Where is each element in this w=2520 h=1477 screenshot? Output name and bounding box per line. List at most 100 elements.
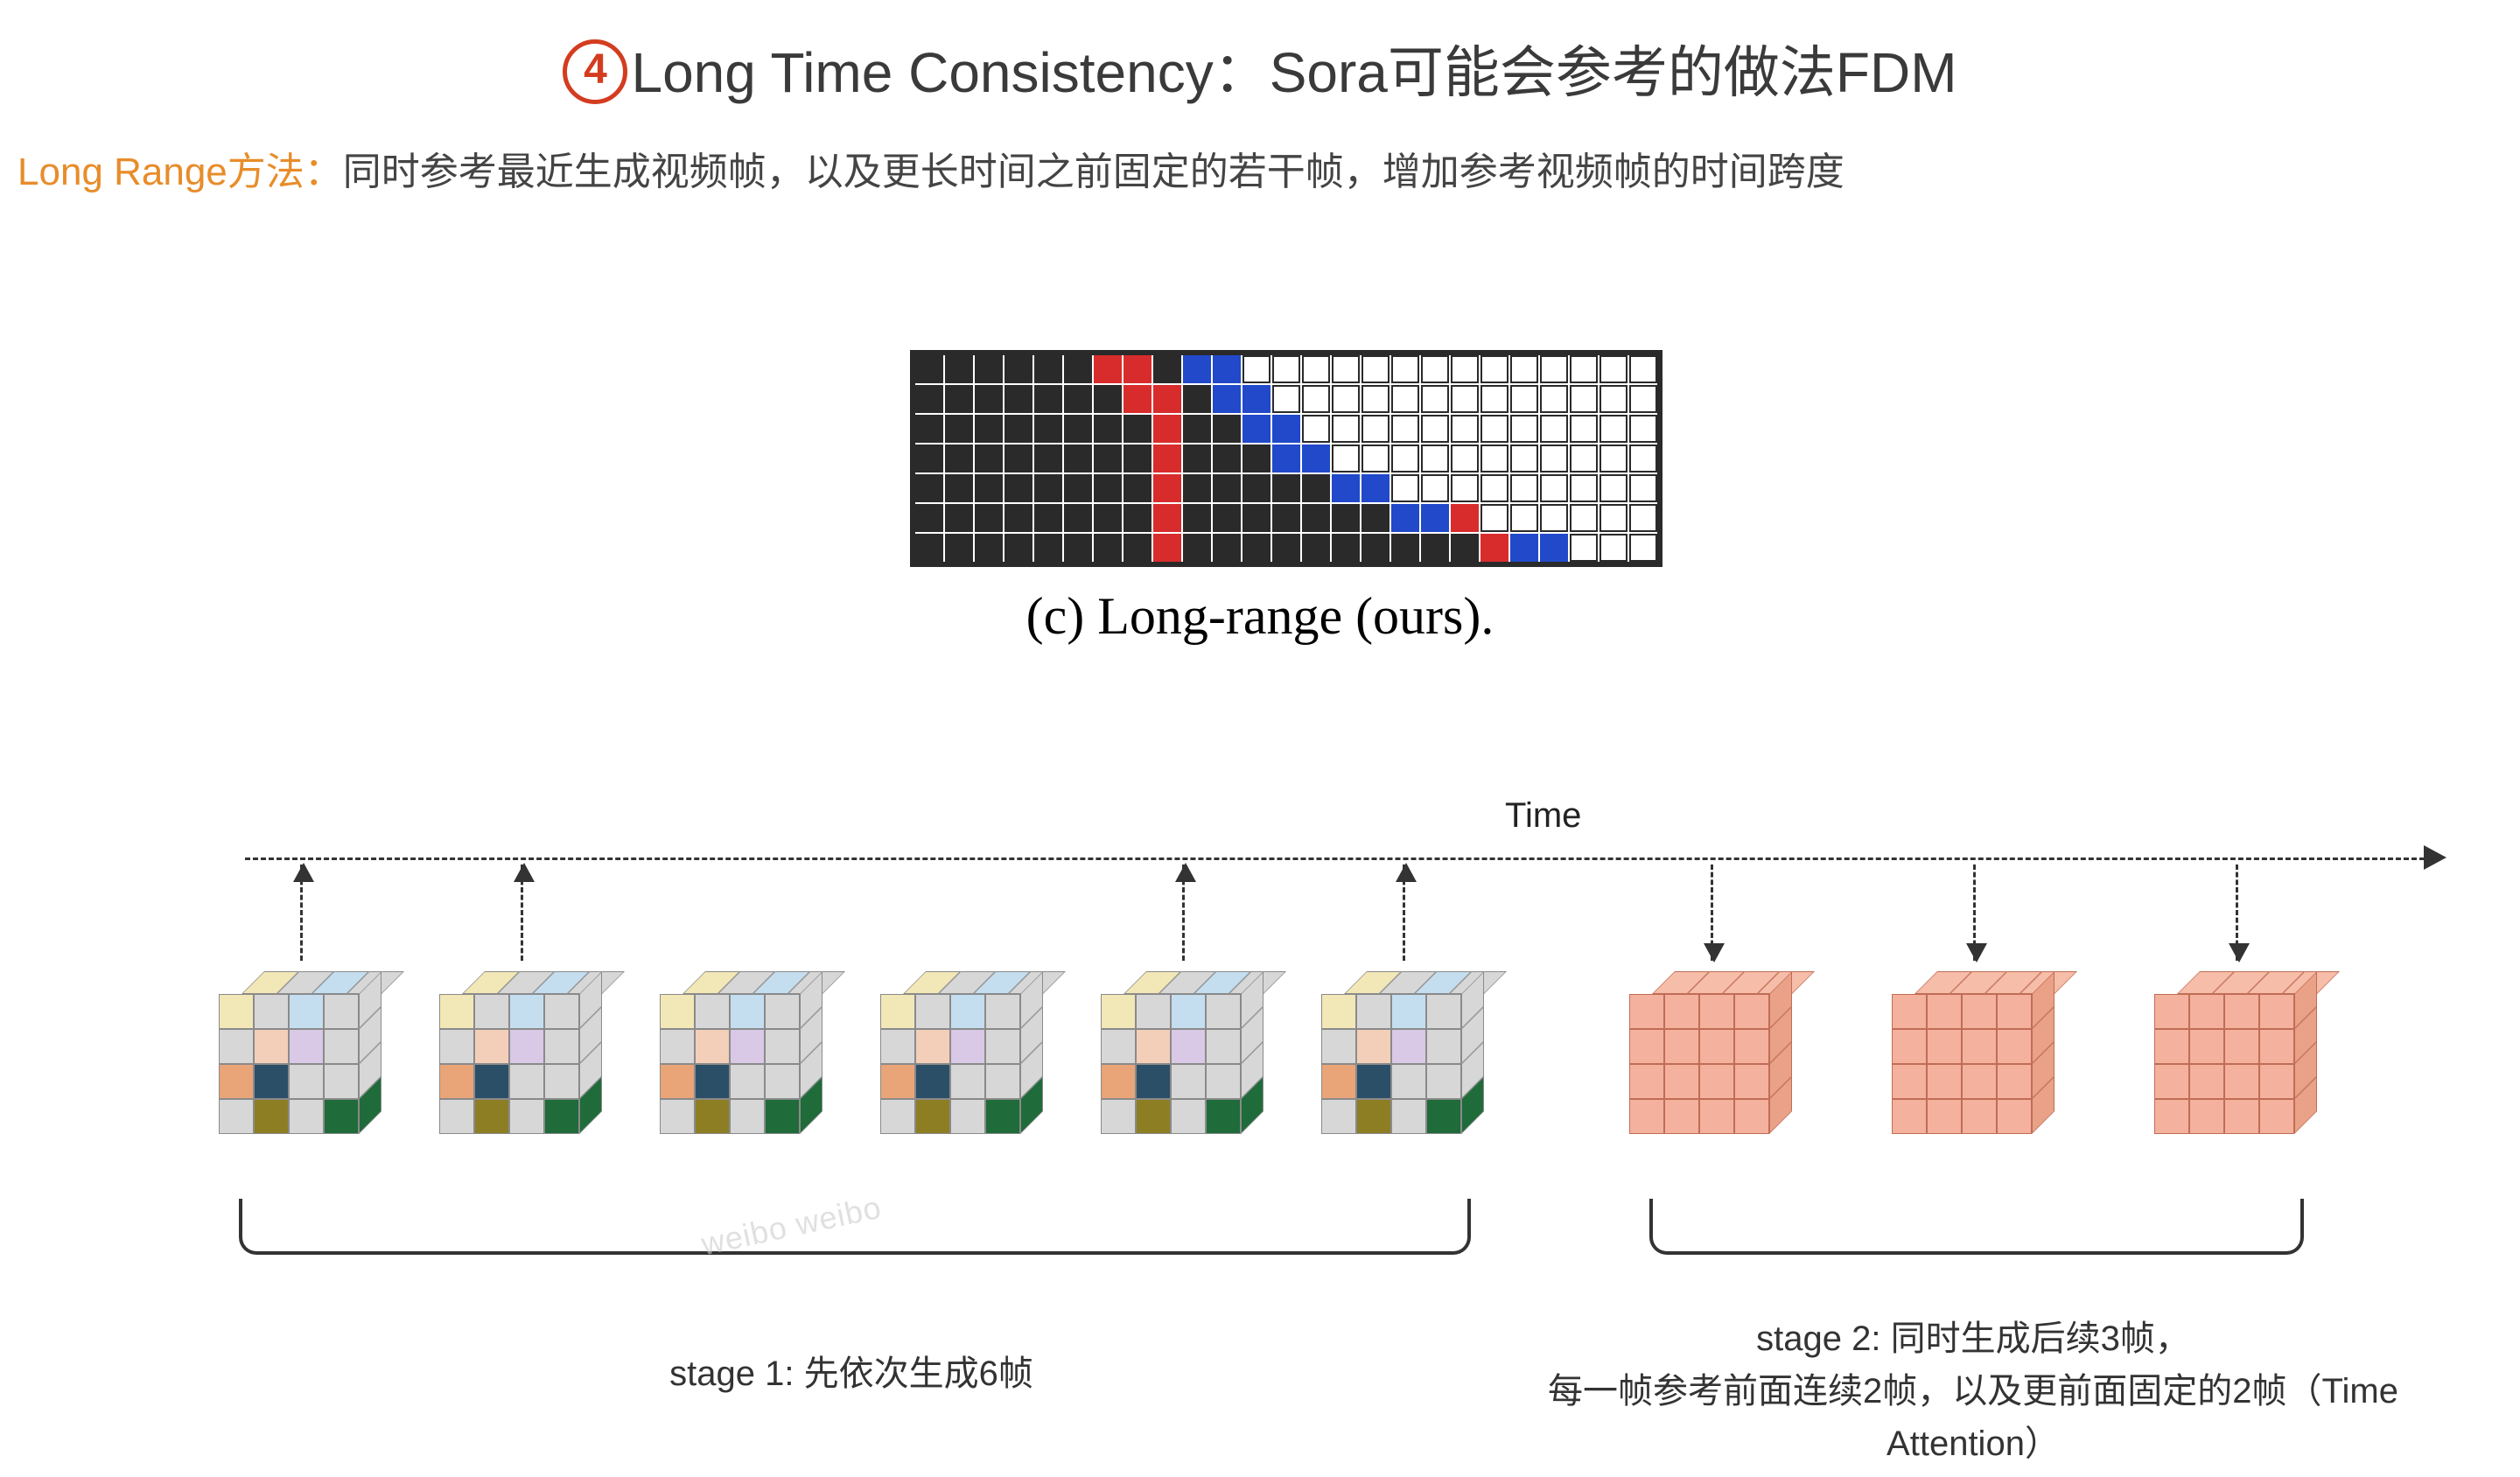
matrix-cell [1094, 534, 1122, 562]
matrix-cell [1629, 444, 1657, 472]
matrix-cell [1213, 534, 1241, 562]
matrix-cell [1421, 534, 1449, 562]
matrix-cell [1213, 444, 1241, 472]
matrix-cell [1540, 504, 1568, 532]
reference-frame-cube [1321, 971, 1484, 1134]
matrix-cell [1064, 534, 1092, 562]
stage2-bracket [1649, 1199, 2304, 1255]
matrix-cell [1302, 444, 1330, 472]
matrix-cell [1124, 415, 1152, 443]
matrix-cell [1332, 385, 1360, 413]
matrix-cell [1540, 385, 1568, 413]
matrix-cell [1004, 415, 1032, 443]
matrix-cell [1242, 355, 1270, 383]
timeline-axis [245, 858, 2432, 860]
matrix-cell [1421, 474, 1449, 502]
matrix-cell [1421, 444, 1449, 472]
stage2-label-line2: 每一帧参考前面连续2帧，以及更前面固定的2帧（Time Attention） [1492, 1365, 2454, 1470]
matrix-cell [1421, 504, 1449, 532]
matrix-cell [1302, 415, 1330, 443]
matrix-cell [1183, 534, 1211, 562]
matrix-cell [1064, 385, 1092, 413]
matrix-cell [1480, 415, 1508, 443]
matrix-cell [1153, 355, 1181, 383]
matrix-cell [1510, 415, 1538, 443]
matrix-cell [945, 415, 973, 443]
matrix-cell [945, 355, 973, 383]
long-range-matrix [910, 350, 1662, 567]
matrix-cell [1570, 415, 1598, 443]
matrix-cell [1451, 415, 1479, 443]
subtitle-rest: 同时参考最近生成视频帧，以及更长时间之前固定的若干帧，增加参考视频帧的时间跨度 [343, 150, 1844, 193]
matrix-cell [1332, 474, 1360, 502]
matrix-cell [1570, 444, 1598, 472]
matrix-cell [1629, 385, 1657, 413]
matrix-cell [1540, 534, 1568, 562]
matrix-cell [975, 444, 1003, 472]
matrix-cell [1480, 474, 1508, 502]
matrix-cell [1064, 355, 1092, 383]
matrix-cell [1570, 534, 1598, 562]
matrix-cell [1094, 385, 1122, 413]
matrix-cell [1153, 504, 1181, 532]
matrix-cell [1302, 385, 1330, 413]
matrix-cell [1421, 415, 1449, 443]
matrix-cell [1362, 474, 1390, 502]
matrix-cell [1183, 474, 1211, 502]
matrix-cell [1004, 534, 1032, 562]
matrix-cell [1600, 504, 1628, 532]
matrix-cell [1064, 474, 1092, 502]
matrix-cell [1183, 385, 1211, 413]
arrow-down [2236, 864, 2238, 961]
arrow-down [1711, 864, 1713, 961]
matrix-cell [1034, 444, 1062, 472]
matrix-cell [1183, 415, 1211, 443]
subtitle-prefix: Long Range方法： [18, 150, 343, 193]
reference-frame-cube [439, 971, 602, 1134]
matrix-cell [1302, 355, 1330, 383]
matrix-cell [1242, 385, 1270, 413]
matrix-cell [1124, 385, 1152, 413]
matrix-cell [1242, 534, 1270, 562]
matrix-cell [1034, 355, 1062, 383]
matrix-cell [1480, 355, 1508, 383]
matrix-cell [1213, 355, 1241, 383]
matrix-cell [1362, 355, 1390, 383]
matrix-caption: (c) Long-range (ours). [0, 586, 2520, 647]
matrix-cell [975, 504, 1003, 532]
matrix-cell [1094, 444, 1122, 472]
matrix-cell [915, 504, 943, 532]
matrix-cell [1183, 355, 1211, 383]
matrix-cell [1332, 415, 1360, 443]
matrix-cell [1034, 415, 1062, 443]
arrow-up [521, 864, 523, 961]
matrix-cell [915, 474, 943, 502]
matrix-cell [1362, 385, 1390, 413]
matrix-cell [1004, 355, 1032, 383]
matrix-cell [1213, 504, 1241, 532]
matrix-cell [1332, 444, 1360, 472]
matrix-cell [1629, 415, 1657, 443]
matrix-cell [1362, 534, 1390, 562]
matrix-cell [1570, 385, 1598, 413]
matrix-cell [1272, 385, 1300, 413]
matrix-cell [1064, 415, 1092, 443]
matrix-cell [1540, 444, 1568, 472]
slide-title: 4Long Time Consistency：Sora可能会参考的做法FDM [0, 28, 2520, 108]
matrix-cell [1600, 444, 1628, 472]
matrix-cell [1094, 415, 1122, 443]
matrix-cell [1034, 474, 1062, 502]
title-number-badge: 4 [563, 39, 627, 104]
generated-frame-cube [1892, 971, 2054, 1134]
matrix-cell [1183, 504, 1211, 532]
matrix-cell [1451, 385, 1479, 413]
matrix-cell [1004, 504, 1032, 532]
title-text: Long Time Consistency：Sora可能会参考的做法FDM [631, 41, 1956, 104]
matrix-cell [1510, 534, 1538, 562]
matrix-cell [1004, 385, 1032, 413]
matrix-cell [1362, 415, 1390, 443]
matrix-cell [1510, 355, 1538, 383]
matrix-cell [1153, 415, 1181, 443]
matrix-cell [1510, 474, 1538, 502]
matrix-cell [915, 355, 943, 383]
